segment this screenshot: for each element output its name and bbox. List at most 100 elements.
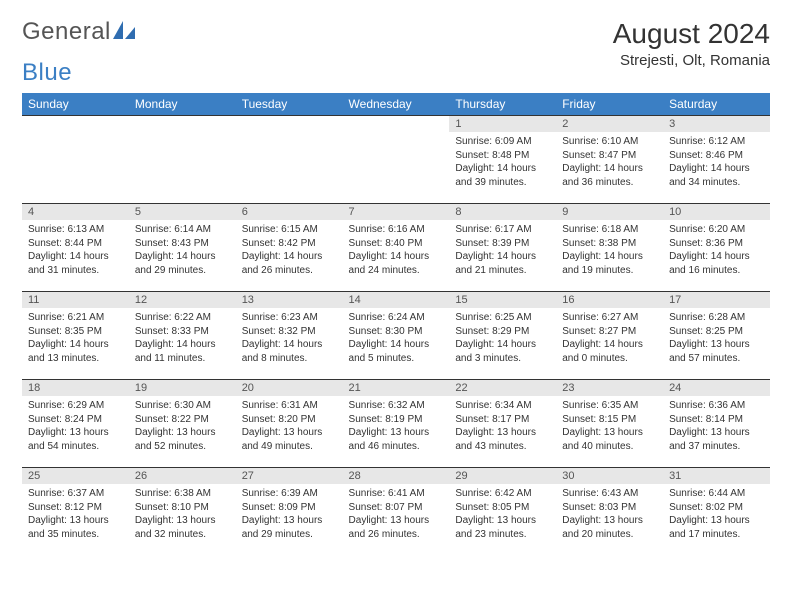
day-number: 25 [22, 468, 129, 484]
sunrise-text: Sunrise: 6:41 AM [349, 487, 444, 501]
calendar-cell [236, 116, 343, 204]
calendar-cell: 18Sunrise: 6:29 AMSunset: 8:24 PMDayligh… [22, 380, 129, 468]
sunrise-text: Sunrise: 6:10 AM [562, 135, 657, 149]
daylight-text: Daylight: 14 hours and 13 minutes. [28, 338, 123, 365]
sunrise-text: Sunrise: 6:38 AM [135, 487, 230, 501]
sunset-text: Sunset: 8:47 PM [562, 149, 657, 163]
weekday-header: Sunday [22, 93, 129, 116]
day-number: 11 [22, 292, 129, 308]
day-number: 31 [663, 468, 770, 484]
sunset-text: Sunset: 8:29 PM [455, 325, 550, 339]
day-body: Sunrise: 6:38 AMSunset: 8:10 PMDaylight:… [129, 484, 236, 545]
calendar-cell: 6Sunrise: 6:15 AMSunset: 8:42 PMDaylight… [236, 204, 343, 292]
day-number: 22 [449, 380, 556, 396]
day-body: Sunrise: 6:44 AMSunset: 8:02 PMDaylight:… [663, 484, 770, 545]
sunrise-text: Sunrise: 6:17 AM [455, 223, 550, 237]
calendar-cell: 3Sunrise: 6:12 AMSunset: 8:46 PMDaylight… [663, 116, 770, 204]
month-title: August 2024 [613, 18, 770, 50]
sunrise-text: Sunrise: 6:39 AM [242, 487, 337, 501]
calendar-cell: 8Sunrise: 6:17 AMSunset: 8:39 PMDaylight… [449, 204, 556, 292]
day-body: Sunrise: 6:41 AMSunset: 8:07 PMDaylight:… [343, 484, 450, 545]
sunset-text: Sunset: 8:27 PM [562, 325, 657, 339]
calendar-cell: 24Sunrise: 6:36 AMSunset: 8:14 PMDayligh… [663, 380, 770, 468]
daylight-text: Daylight: 14 hours and 36 minutes. [562, 162, 657, 189]
calendar-cell: 21Sunrise: 6:32 AMSunset: 8:19 PMDayligh… [343, 380, 450, 468]
day-number: 30 [556, 468, 663, 484]
weekday-header: Wednesday [343, 93, 450, 116]
sunset-text: Sunset: 8:30 PM [349, 325, 444, 339]
sunset-text: Sunset: 8:03 PM [562, 501, 657, 515]
calendar-cell: 9Sunrise: 6:18 AMSunset: 8:38 PMDaylight… [556, 204, 663, 292]
brand-word2: Blue [22, 59, 72, 87]
sunset-text: Sunset: 8:44 PM [28, 237, 123, 251]
day-body: Sunrise: 6:29 AMSunset: 8:24 PMDaylight:… [22, 396, 129, 457]
day-body: Sunrise: 6:17 AMSunset: 8:39 PMDaylight:… [449, 220, 556, 281]
daylight-text: Daylight: 13 hours and 46 minutes. [349, 426, 444, 453]
sunset-text: Sunset: 8:19 PM [349, 413, 444, 427]
calendar-week: 11Sunrise: 6:21 AMSunset: 8:35 PMDayligh… [22, 292, 770, 380]
sunset-text: Sunset: 8:35 PM [28, 325, 123, 339]
day-body: Sunrise: 6:21 AMSunset: 8:35 PMDaylight:… [22, 308, 129, 369]
calendar-cell [343, 116, 450, 204]
day-number: 8 [449, 204, 556, 220]
day-number: 9 [556, 204, 663, 220]
day-body: Sunrise: 6:27 AMSunset: 8:27 PMDaylight:… [556, 308, 663, 369]
weekday-header: Tuesday [236, 93, 343, 116]
title-block: August 2024 Strejesti, Olt, Romania [613, 18, 770, 69]
daylight-text: Daylight: 14 hours and 21 minutes. [455, 250, 550, 277]
day-body: Sunrise: 6:16 AMSunset: 8:40 PMDaylight:… [343, 220, 450, 281]
sunrise-text: Sunrise: 6:37 AM [28, 487, 123, 501]
sunrise-text: Sunrise: 6:18 AM [562, 223, 657, 237]
daylight-text: Daylight: 14 hours and 19 minutes. [562, 250, 657, 277]
daylight-text: Daylight: 13 hours and 40 minutes. [562, 426, 657, 453]
calendar-body: 1Sunrise: 6:09 AMSunset: 8:48 PMDaylight… [22, 116, 770, 556]
sunset-text: Sunset: 8:22 PM [135, 413, 230, 427]
daylight-text: Daylight: 13 hours and 23 minutes. [455, 514, 550, 541]
daylight-text: Daylight: 13 hours and 54 minutes. [28, 426, 123, 453]
calendar-cell: 12Sunrise: 6:22 AMSunset: 8:33 PMDayligh… [129, 292, 236, 380]
day-number: 16 [556, 292, 663, 308]
sunrise-text: Sunrise: 6:16 AM [349, 223, 444, 237]
sunset-text: Sunset: 8:24 PM [28, 413, 123, 427]
day-number: 2 [556, 116, 663, 132]
calendar-cell [129, 116, 236, 204]
day-number: 10 [663, 204, 770, 220]
sunset-text: Sunset: 8:46 PM [669, 149, 764, 163]
daylight-text: Daylight: 14 hours and 11 minutes. [135, 338, 230, 365]
daylight-text: Daylight: 13 hours and 57 minutes. [669, 338, 764, 365]
sunrise-text: Sunrise: 6:29 AM [28, 399, 123, 413]
day-number: 19 [129, 380, 236, 396]
calendar-cell: 4 Sunrise: 6:13 AMSunset: 8:44 PMDaylight… [22, 204, 129, 292]
sunrise-text: Sunrise: 6:13 AM [28, 223, 123, 237]
daylight-text: Daylight: 14 hours and 3 minutes. [455, 338, 550, 365]
day-body: Sunrise: 6:39 AMSunset: 8:09 PMDaylight:… [236, 484, 343, 545]
sunset-text: Sunset: 8:20 PM [242, 413, 337, 427]
sunset-text: Sunset: 8:40 PM [349, 237, 444, 251]
day-body: Sunrise: 6:32 AMSunset: 8:19 PMDaylight:… [343, 396, 450, 457]
day-number: 5 [129, 204, 236, 220]
day-number: 28 [343, 468, 450, 484]
calendar-head: SundayMondayTuesdayWednesdayThursdayFrid… [22, 93, 770, 116]
sunrise-text: Sunrise: 6:30 AM [135, 399, 230, 413]
day-body: Sunrise: 6:10 AMSunset: 8:47 PMDaylight:… [556, 132, 663, 193]
sunrise-text: Sunrise: 6:12 AM [669, 135, 764, 149]
daylight-text: Daylight: 13 hours and 20 minutes. [562, 514, 657, 541]
daylight-text: Daylight: 13 hours and 17 minutes. [669, 514, 764, 541]
day-number: 20 [236, 380, 343, 396]
day-number: 4 [22, 204, 129, 220]
day-number: 14 [343, 292, 450, 308]
calendar-cell: 14Sunrise: 6:24 AMSunset: 8:30 PMDayligh… [343, 292, 450, 380]
calendar-week: 1Sunrise: 6:09 AMSunset: 8:48 PMDaylight… [22, 116, 770, 204]
daylight-text: Daylight: 14 hours and 34 minutes. [669, 162, 764, 189]
sunset-text: Sunset: 8:10 PM [135, 501, 230, 515]
calendar-cell: 31Sunrise: 6:44 AMSunset: 8:02 PMDayligh… [663, 468, 770, 556]
day-number: 21 [343, 380, 450, 396]
sunrise-text: Sunrise: 6:31 AM [242, 399, 337, 413]
sunrise-text: Sunrise: 6:23 AM [242, 311, 337, 325]
daylight-text: Daylight: 13 hours and 35 minutes. [28, 514, 123, 541]
daylight-text: Daylight: 14 hours and 16 minutes. [669, 250, 764, 277]
calendar-cell: 28Sunrise: 6:41 AMSunset: 8:07 PMDayligh… [343, 468, 450, 556]
sunset-text: Sunset: 8:36 PM [669, 237, 764, 251]
daylight-text: Daylight: 14 hours and 31 minutes. [28, 250, 123, 277]
day-number: 12 [129, 292, 236, 308]
